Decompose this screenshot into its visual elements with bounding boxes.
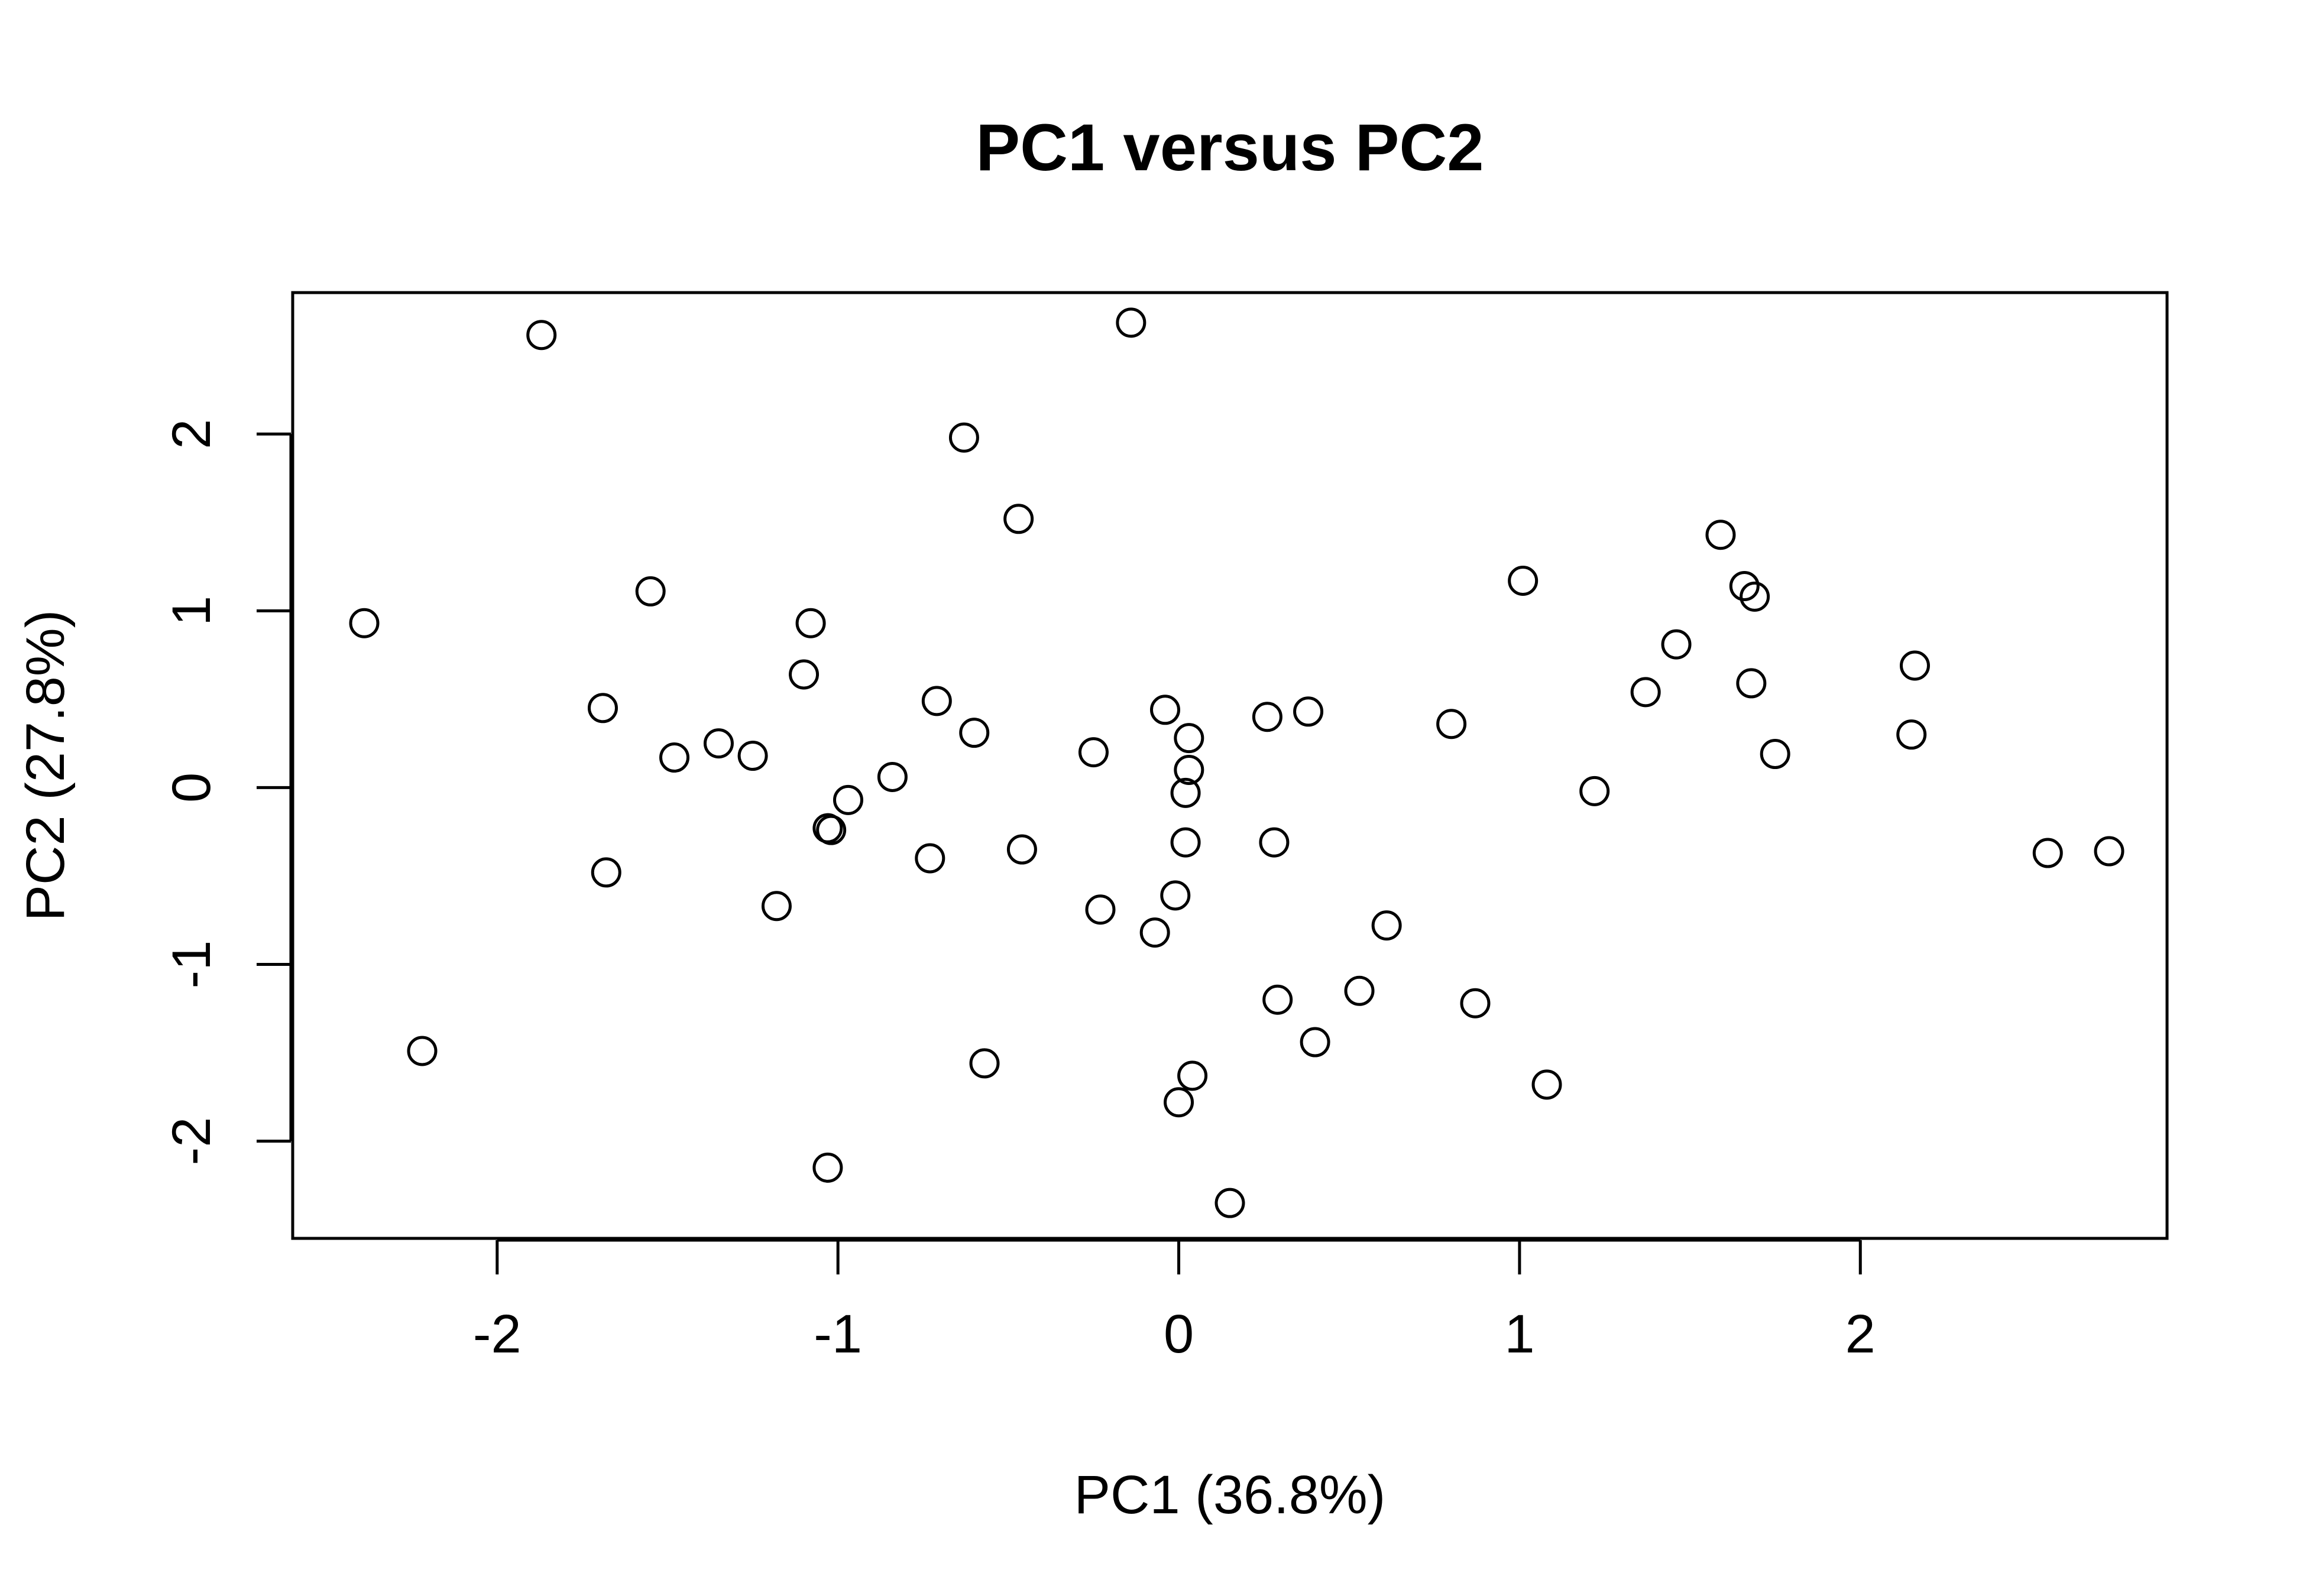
data-point: [1300, 1027, 1330, 1057]
x-tick-label: -2: [473, 1304, 522, 1364]
data-point: [1003, 504, 1034, 534]
y-tick-label: 0: [161, 773, 222, 803]
data-point: [1661, 629, 1692, 660]
data-point: [877, 761, 908, 792]
data-point: [587, 693, 618, 724]
y-tick-label: 1: [161, 596, 222, 626]
data-point: [2032, 838, 2063, 868]
data-point: [1160, 880, 1191, 911]
y-axis: -2 -1 0 1 2: [161, 419, 293, 1166]
data-point: [1170, 827, 1201, 858]
data-point: [635, 576, 666, 606]
data-point: [1729, 570, 1760, 601]
data-point: [1085, 894, 1116, 925]
data-point: [789, 659, 820, 690]
data-point: [1579, 776, 1610, 806]
data-point: [1630, 677, 1661, 708]
x-tick-label: -1: [814, 1304, 862, 1364]
data-point: [1344, 975, 1375, 1006]
data-point: [1896, 719, 1927, 750]
data-point: [1149, 695, 1180, 725]
data-point: [1436, 709, 1467, 739]
data-point: [1174, 723, 1204, 754]
data-point: [407, 1036, 438, 1066]
data-point: [1293, 696, 1324, 727]
data-point: [1508, 565, 1539, 596]
data-point: [737, 741, 768, 771]
data-point: [1371, 910, 1402, 941]
data-point: [1262, 984, 1293, 1015]
data-point: [921, 686, 952, 716]
data-point: [349, 608, 380, 638]
data-point: [659, 742, 690, 773]
data-point: [915, 843, 945, 874]
data-point: [959, 718, 990, 748]
y-tick-label: 2: [161, 419, 222, 449]
data-point: [1164, 1087, 1194, 1118]
data-point: [969, 1048, 1000, 1079]
x-tick-label: 0: [1164, 1304, 1194, 1364]
x-tick-label: 2: [1845, 1304, 1876, 1364]
y-tick-label: -2: [161, 1117, 222, 1166]
plot-frame: [291, 291, 2169, 1240]
data-point: [1259, 827, 1290, 858]
x-axis-label: PC1 (36.8%): [1074, 1465, 1386, 1525]
chart-title: PC1 versus PC2: [976, 111, 1484, 184]
data-point: [816, 815, 847, 845]
data-point: [1214, 1188, 1245, 1218]
data-point: [1174, 754, 1204, 785]
data-point: [1078, 737, 1109, 768]
data-point: [1760, 739, 1790, 770]
data-point: [1177, 1060, 1208, 1091]
x-axis: -2 -1 0 1 2: [473, 1238, 1876, 1364]
data-point: [1116, 307, 1146, 338]
data-point: [1170, 777, 1201, 808]
x-tick-label: 1: [1504, 1304, 1534, 1364]
data-point: [1531, 1069, 1562, 1100]
data-point: [2094, 836, 2124, 867]
data-point: [1006, 834, 1037, 865]
data-points: [349, 307, 2124, 1218]
data-point: [795, 608, 826, 638]
data-point: [1705, 520, 1736, 550]
data-point: [948, 422, 979, 453]
data-point: [833, 784, 863, 815]
data-point: [703, 728, 734, 759]
y-axis-label: PC2 (27.8%): [15, 610, 76, 922]
data-point: [526, 320, 557, 351]
data-point: [1740, 581, 1770, 612]
data-point: [1460, 988, 1491, 1018]
y-tick-label: -1: [161, 940, 222, 989]
data-point: [1899, 650, 1930, 681]
data-point: [1736, 668, 1767, 699]
data-point: [761, 891, 792, 922]
data-point: [1252, 702, 1282, 732]
data-point: [1139, 917, 1170, 948]
data-point: [812, 1152, 843, 1183]
data-point: [591, 857, 621, 888]
